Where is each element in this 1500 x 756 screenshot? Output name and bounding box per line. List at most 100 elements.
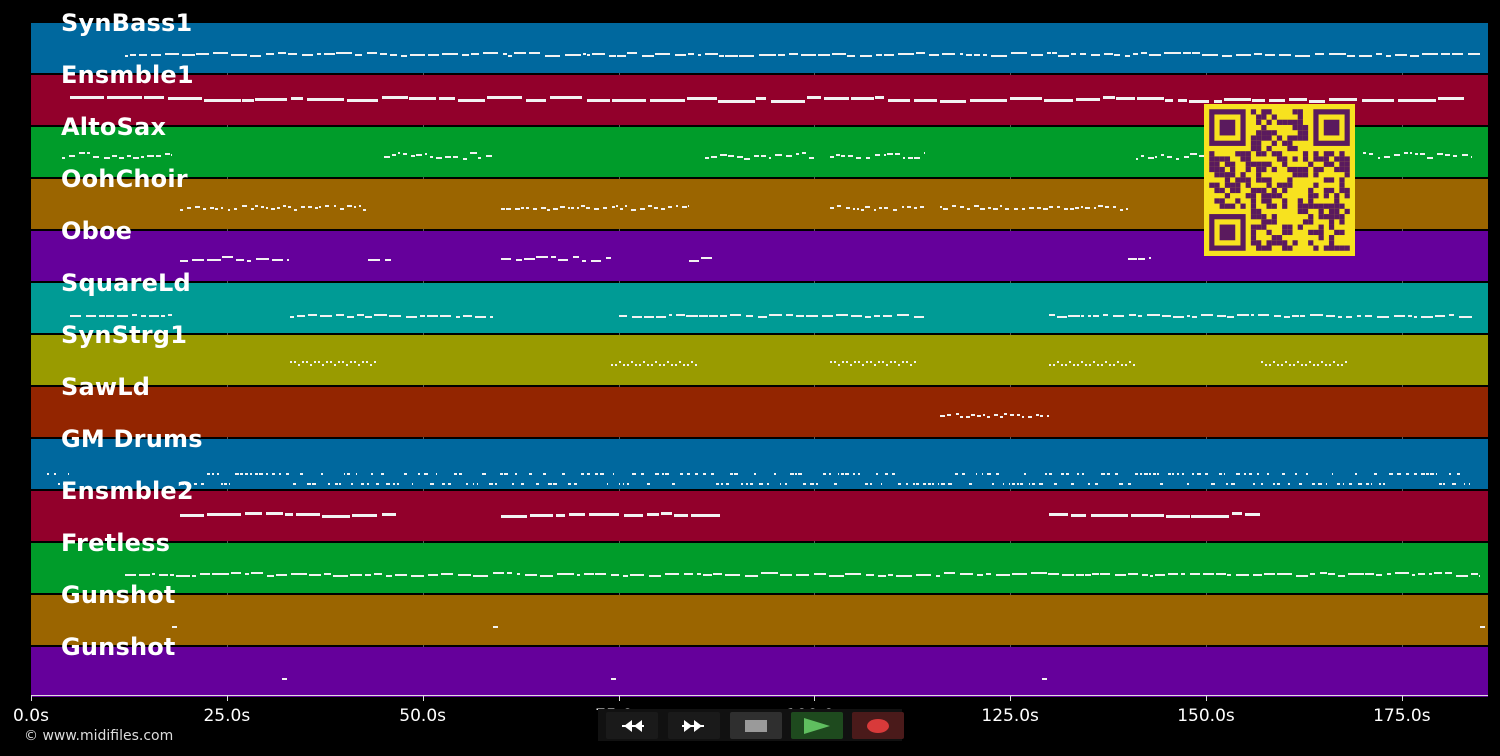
note [991,55,1008,57]
note [617,55,626,57]
note [916,483,920,485]
record-button[interactable] [852,712,904,739]
note [1452,483,1456,485]
note [332,575,349,577]
note [612,473,615,475]
note [1445,154,1450,156]
track-lane[interactable] [31,543,1488,593]
note [397,152,401,154]
track-lane[interactable] [31,647,1488,697]
note [848,155,853,157]
note [1344,361,1347,363]
note [535,256,548,258]
note [1403,152,1409,154]
note [581,260,587,262]
note [629,574,645,576]
note [1379,483,1381,485]
note [1458,316,1472,318]
note [758,316,768,318]
note [600,473,605,475]
note [1180,573,1186,575]
note [1081,473,1084,475]
note [1129,361,1132,363]
note [891,473,896,475]
stop-button[interactable] [730,712,782,739]
note [607,483,609,485]
track-lane[interactable] [31,439,1488,489]
note [521,207,525,209]
note [1294,55,1311,57]
fast-forward-icon [678,718,710,734]
note [1119,483,1123,485]
note [1456,575,1468,577]
note [278,473,282,475]
track-name-label: Oboe [61,217,133,245]
note [1135,158,1138,160]
note [842,361,844,363]
note [423,473,428,475]
note [1065,473,1069,475]
note [419,315,426,317]
note [547,483,552,485]
note [616,205,619,207]
note [507,572,512,574]
note [1470,156,1473,158]
track-lane[interactable] [31,23,1488,73]
note [294,209,297,211]
note [1439,483,1442,485]
note [725,55,738,57]
track-lane[interactable] [31,335,1488,385]
note [779,483,782,485]
track-lane[interactable] [31,283,1488,333]
note [1103,96,1116,99]
note [1420,153,1426,155]
note [1461,154,1469,156]
note [1277,573,1293,575]
axis-tick [1010,695,1012,701]
note [845,207,851,209]
note [127,155,132,157]
note [1091,54,1100,56]
note [720,483,723,485]
track-lane[interactable] [31,387,1488,437]
note [362,209,367,211]
note [281,678,287,680]
note [622,364,625,366]
note [1215,573,1227,575]
note [1030,572,1047,574]
note [1278,54,1291,56]
note [170,574,174,576]
note [320,473,323,475]
qr-code-icon[interactable] [1204,104,1355,256]
note [306,483,311,485]
note [1076,473,1080,475]
note [1106,473,1111,475]
note [1093,315,1100,317]
note [1343,483,1345,485]
note [1089,364,1092,366]
note [855,157,861,159]
note [1388,473,1393,475]
note [1149,575,1154,577]
note [215,208,218,210]
note [876,54,883,56]
rewind-button[interactable] [606,712,658,739]
play-button[interactable] [791,712,843,739]
note [453,473,457,475]
note [1053,364,1056,366]
note [824,97,849,100]
note [1394,54,1407,56]
note [1375,574,1383,576]
note [1287,483,1291,485]
track-lane[interactable] [31,491,1488,541]
track-lane[interactable] [31,595,1488,645]
note [866,361,868,363]
note [442,53,459,55]
note [343,473,345,475]
note [119,157,125,159]
fast-forward-button[interactable] [668,712,720,739]
note [471,53,479,55]
note [678,361,681,363]
note [686,315,698,317]
note [705,53,719,55]
